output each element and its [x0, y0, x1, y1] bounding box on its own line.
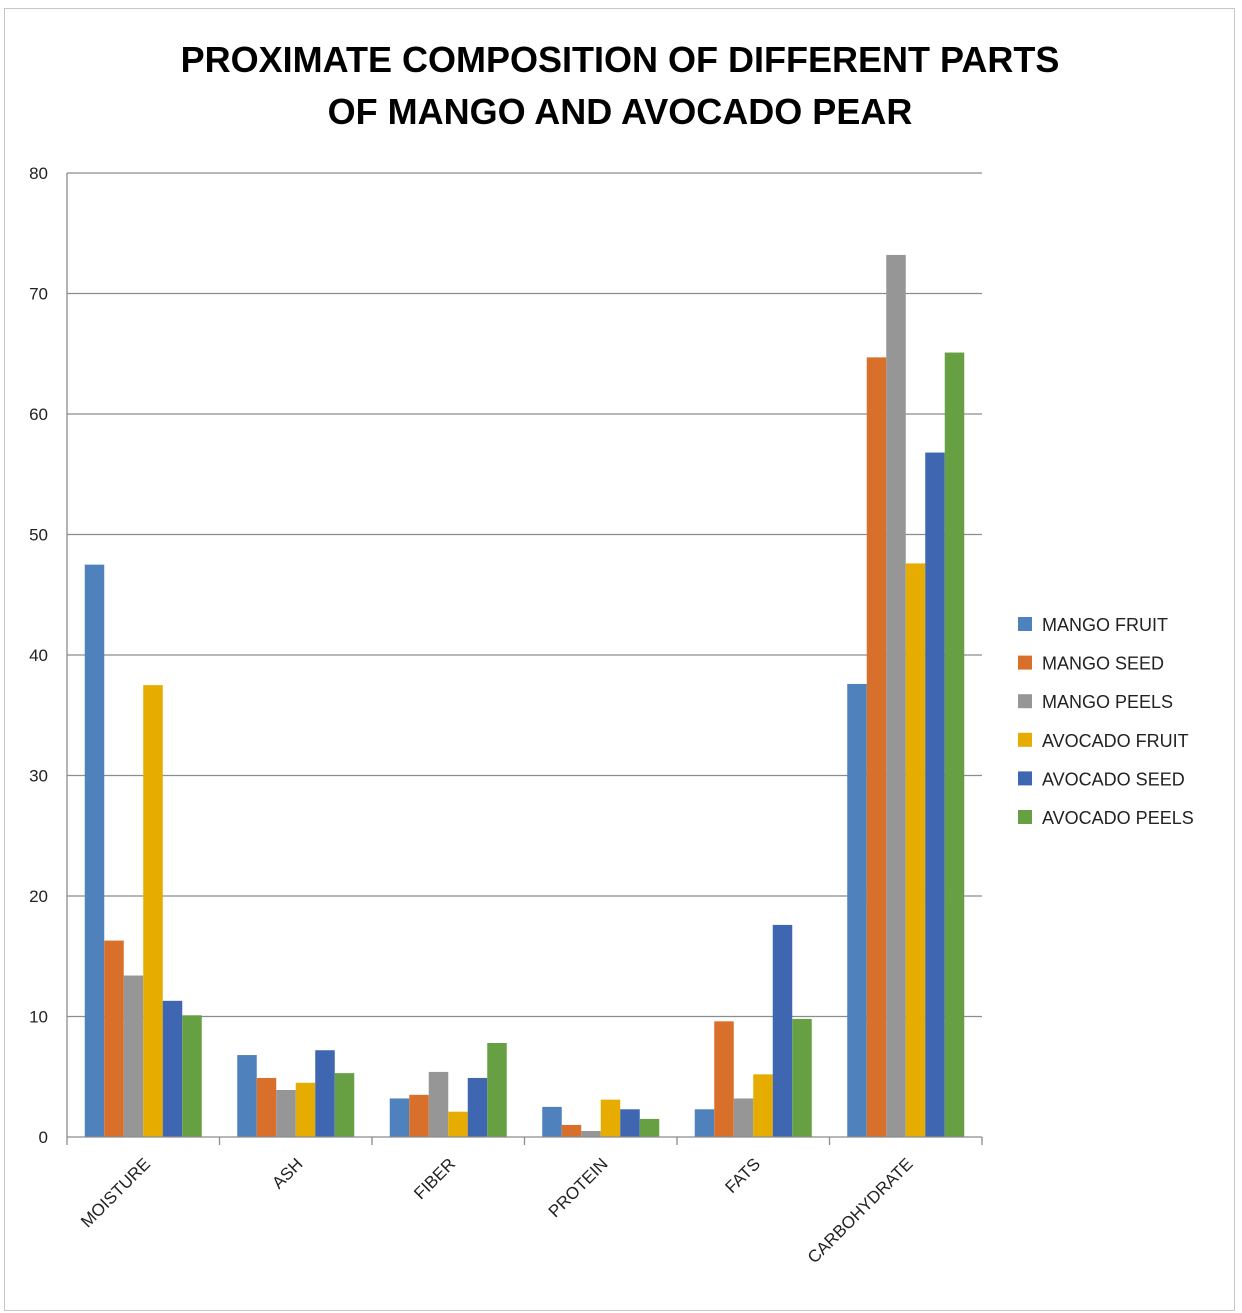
y-tick-label: 40	[29, 646, 48, 665]
y-tick-label: 20	[29, 887, 48, 906]
bar-mango-peels-protein	[581, 1130, 601, 1137]
bar-mango-peels-moisture	[123, 975, 144, 1137]
bar-avocado-seed-moisture	[162, 1000, 183, 1137]
x-category-label: FATS	[721, 1154, 764, 1197]
bar-mango-fruit-carbohydrate	[847, 683, 867, 1137]
y-tick-label: 60	[29, 405, 48, 424]
bar-mango-seed-fats	[714, 1021, 734, 1137]
y-tick-label: 30	[29, 767, 48, 786]
x-category-label: FIBER	[410, 1154, 459, 1203]
legend-label: MANGO PEELS	[1042, 692, 1173, 712]
y-tick-label: 10	[29, 1008, 48, 1027]
x-category-label: CARBOHYDRATE	[804, 1154, 917, 1267]
bar-avocado-seed-ash	[315, 1050, 335, 1137]
x-category-label: ASH	[268, 1154, 306, 1192]
y-tick-label: 70	[29, 285, 48, 304]
legend-swatch	[1018, 810, 1032, 824]
bar-avocado-seed-protein	[620, 1109, 640, 1137]
bar-mango-fruit-fiber	[389, 1098, 410, 1137]
legend: MANGO FRUIT MANGO SEED MANGO PEELS AVOCADO …	[1018, 615, 1194, 828]
legend-swatch	[1018, 694, 1032, 709]
bar-avocado-fruit-fats	[753, 1074, 773, 1137]
bar-avocado-peels-carbohydrate	[944, 352, 965, 1137]
y-tick-label: 50	[29, 526, 48, 545]
y-tick-label: 80	[29, 164, 48, 183]
bar-avocado-fruit-fiber	[448, 1111, 468, 1137]
bar-avocado-peels-fiber	[487, 1043, 507, 1137]
chart-title: PROXIMATE COMPOSITION OF DIFFERENT PARTS…	[181, 39, 1060, 132]
bar-mango-seed-protein	[561, 1124, 582, 1137]
chart-title-line-2: OF MANGO AND AVOCADO PEAR	[328, 91, 913, 132]
bar-avocado-peels-ash	[334, 1073, 355, 1137]
legend-label: AVOCADO SEED	[1042, 769, 1185, 789]
bar-avocado-peels-protein	[639, 1118, 660, 1137]
x-axis-categories: MOISTURE ASH FIBER PROTEIN FATS CARBOHYDRATE	[77, 1154, 916, 1267]
bar-avocado-seed-carbohydrate	[925, 452, 945, 1137]
bar-avocado-fruit-carbohydrate	[905, 563, 926, 1137]
bar-mango-peels-fats	[733, 1098, 754, 1137]
bar-mango-seed-carbohydrate	[866, 357, 887, 1137]
bar-avocado-fruit-ash	[295, 1082, 316, 1137]
bar-mango-seed-moisture	[104, 940, 124, 1137]
bar-mango-peels-carbohydrate	[886, 254, 906, 1137]
y-tick-label: 0	[39, 1128, 48, 1147]
x-category-label: MOISTURE	[77, 1154, 154, 1231]
bar-avocado-fruit-moisture	[143, 685, 163, 1137]
legend-label: MANGO FRUIT	[1042, 615, 1168, 635]
gridlines	[67, 172, 982, 1018]
bar-avocado-seed-fiber	[467, 1077, 488, 1137]
legend-swatch	[1018, 617, 1032, 631]
bar-mango-seed-fiber	[409, 1094, 429, 1137]
bars	[84, 254, 965, 1137]
y-axis-ticks: 0 10 20 30 40 50 60 70 80	[29, 164, 48, 1147]
legend-label: MANGO SEED	[1042, 654, 1164, 674]
bar-mango-fruit-protein	[542, 1106, 562, 1137]
legend-swatch	[1018, 771, 1032, 786]
bar-mango-fruit-ash	[237, 1055, 257, 1137]
legend-label: AVOCADO FRUIT	[1042, 731, 1189, 751]
bar-avocado-seed-fats	[772, 924, 793, 1137]
bar-mango-fruit-moisture	[84, 564, 105, 1137]
bar-mango-seed-ash	[256, 1077, 277, 1137]
bar-avocado-peels-fats	[792, 1018, 812, 1137]
bar-mango-peels-ash	[276, 1090, 296, 1137]
axes	[66, 173, 983, 1145]
legend-swatch	[1018, 655, 1032, 670]
bar-avocado-peels-moisture	[182, 1015, 202, 1137]
legend-swatch	[1018, 732, 1032, 747]
bar-mango-fruit-fats	[694, 1109, 715, 1137]
legend-label: AVOCADO PEELS	[1042, 808, 1194, 828]
chart-title-line-1: PROXIMATE COMPOSITION OF DIFFERENT PARTS	[181, 39, 1060, 80]
x-category-label: PROTEIN	[545, 1154, 612, 1221]
bar-avocado-fruit-protein	[600, 1099, 621, 1137]
bar-mango-peels-fiber	[428, 1071, 449, 1137]
